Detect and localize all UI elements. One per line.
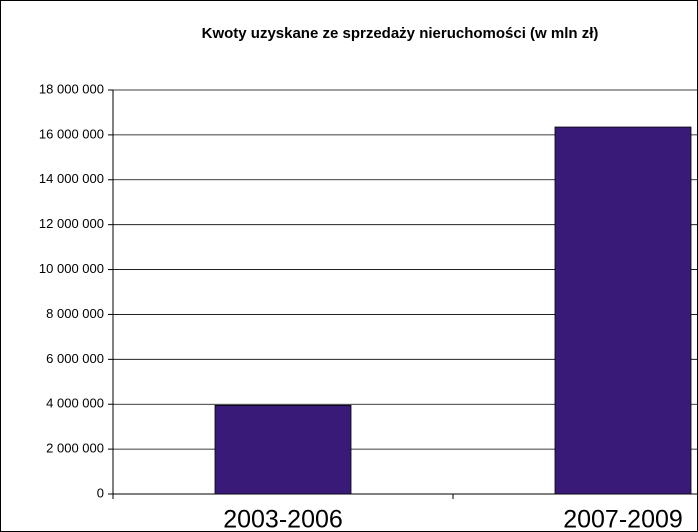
y-tick-label: 6 000 000 xyxy=(46,351,104,366)
y-tick-label: 2 000 000 xyxy=(46,441,104,456)
y-tick-label: 0 xyxy=(97,485,104,500)
bar xyxy=(214,404,352,495)
y-tick-label: 4 000 000 xyxy=(46,396,104,411)
y-tick-label: 18 000 000 xyxy=(39,81,104,96)
x-tick-label: 2007-2009 xyxy=(563,506,683,532)
y-tick-label: 14 000 000 xyxy=(39,171,104,186)
y-tick-label: 12 000 000 xyxy=(39,216,104,231)
y-tick-label: 16 000 000 xyxy=(39,126,104,141)
y-tick-label: 10 000 000 xyxy=(39,261,104,276)
bar xyxy=(554,126,692,495)
y-tick-label: 8 000 000 xyxy=(46,306,104,321)
x-tick-label: 2003-2006 xyxy=(223,506,343,532)
chart-title: Kwoty uzyskane ze sprzedaży nieruchomośc… xyxy=(202,25,599,42)
